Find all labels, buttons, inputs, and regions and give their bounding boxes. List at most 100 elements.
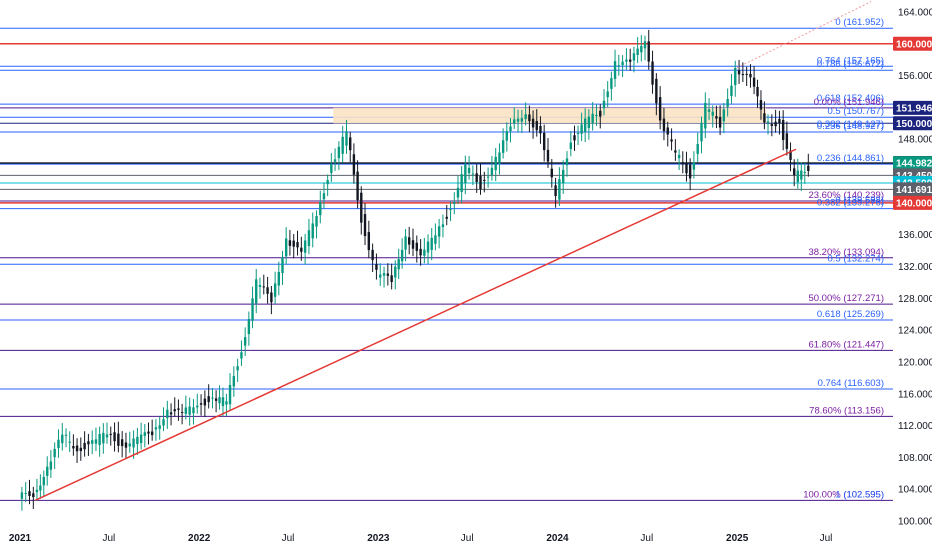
zone-rect — [333, 107, 767, 124]
candle-body — [322, 193, 326, 200]
candle-body — [382, 273, 386, 276]
fib-label: 78.60% (113.156) — [809, 405, 884, 416]
candle-body — [124, 442, 128, 448]
candle-body — [143, 432, 147, 436]
candle-body — [807, 165, 810, 172]
candle-body — [379, 274, 382, 278]
fib-label: 0 (161.952) — [835, 17, 884, 28]
candle-body — [258, 284, 262, 287]
candle-body — [640, 45, 643, 53]
y-tick-label: 108.000 — [898, 453, 932, 464]
candle-body — [68, 441, 71, 443]
fib-label: 0.5 (132.274) — [827, 253, 884, 264]
fib-label: 0.764 (116.603) — [818, 378, 884, 389]
candle-body — [625, 59, 628, 62]
y-tick-label: 156.000 — [898, 71, 932, 82]
candle-body — [745, 73, 748, 75]
price-axis-bg — [893, 0, 932, 550]
fib-label: 23.60% (140.239) — [808, 190, 884, 201]
price-axis: 164.000160.000156.000152.000148.000144.0… — [893, 0, 932, 550]
candle-body — [501, 140, 505, 153]
candle-body — [341, 136, 344, 154]
candle-body — [580, 124, 583, 134]
candle-body — [434, 235, 437, 244]
candle-body — [546, 149, 550, 162]
fib-label: 1 (102.595) — [835, 489, 884, 500]
candle-body — [629, 59, 632, 62]
candle-body — [591, 113, 594, 124]
x-tick-label: 2022 — [188, 533, 211, 544]
candle-body — [513, 119, 516, 124]
candle-body — [685, 163, 688, 174]
resistance-zone — [333, 107, 767, 124]
candle-body — [303, 240, 307, 253]
y-tick-label: 128.000 — [898, 294, 932, 305]
candle-body — [677, 154, 681, 159]
candle-body — [79, 447, 83, 452]
candle-body — [270, 292, 273, 303]
fib-label: 0.786 (156.672) — [817, 59, 884, 70]
price-badge — [893, 182, 932, 197]
candle-body — [251, 298, 254, 321]
candle-body — [520, 118, 524, 122]
fib-label: 0.382 (139.276) — [817, 198, 884, 209]
candle-body — [505, 131, 509, 141]
candle-body — [730, 85, 733, 97]
candle-body — [203, 398, 207, 406]
candle-body — [437, 226, 441, 237]
candle-body — [781, 120, 785, 140]
candle-body — [120, 439, 124, 447]
x-tick-label: 2021 — [9, 533, 32, 544]
candle-body — [319, 202, 322, 216]
candle-body — [166, 409, 169, 418]
candle-body — [390, 275, 393, 282]
fib-label: 0.236 (148.927) — [817, 121, 884, 132]
candle-body — [360, 192, 363, 223]
x-tick-label: Jul — [102, 533, 115, 544]
candle-body — [371, 249, 374, 261]
price-badge — [893, 36, 932, 51]
candle-body — [789, 150, 792, 160]
candle-body — [516, 118, 520, 122]
candle-body — [483, 179, 486, 181]
price-badge — [893, 116, 932, 131]
candle-body — [467, 167, 471, 174]
candle-body — [218, 397, 221, 404]
price-badge-label: 141.691 — [896, 185, 932, 196]
candle-body — [184, 407, 188, 414]
y-tick-label: 100.000 — [898, 517, 932, 528]
candle-body — [386, 273, 390, 276]
candle-body — [696, 144, 699, 154]
candle-body — [766, 121, 770, 123]
price-badge-label: 151.946 — [896, 103, 932, 114]
candle-body — [87, 441, 90, 445]
candle-body — [700, 122, 703, 142]
fib-label: 0.236 (144.861) — [817, 153, 884, 164]
candle-body — [670, 139, 673, 142]
candle-body — [785, 133, 789, 149]
candle-body — [154, 427, 158, 430]
candle-body — [400, 249, 404, 262]
candle-body — [247, 318, 251, 335]
candle-body — [423, 249, 426, 256]
candle-body — [688, 164, 692, 179]
candle-body — [756, 86, 759, 97]
candle-body — [576, 133, 580, 135]
candle-body — [498, 152, 501, 164]
price-badge — [893, 195, 932, 210]
y-tick-label: 120.000 — [898, 357, 932, 368]
candle-body — [542, 132, 546, 151]
fib-label: 0.00% (151.946) — [814, 97, 884, 108]
candle-body — [64, 434, 68, 436]
candle-body — [456, 187, 460, 198]
price-badge-label: 160.000 — [896, 39, 932, 50]
price-badge-label: 150.000 — [896, 119, 932, 130]
x-tick-label: Jul — [820, 533, 833, 544]
x-tick-label: 2023 — [367, 533, 390, 544]
candle-body — [778, 118, 781, 124]
candle-body — [681, 162, 684, 165]
candle-body — [162, 419, 165, 426]
candle-body — [803, 172, 807, 174]
candle-body — [535, 121, 538, 131]
